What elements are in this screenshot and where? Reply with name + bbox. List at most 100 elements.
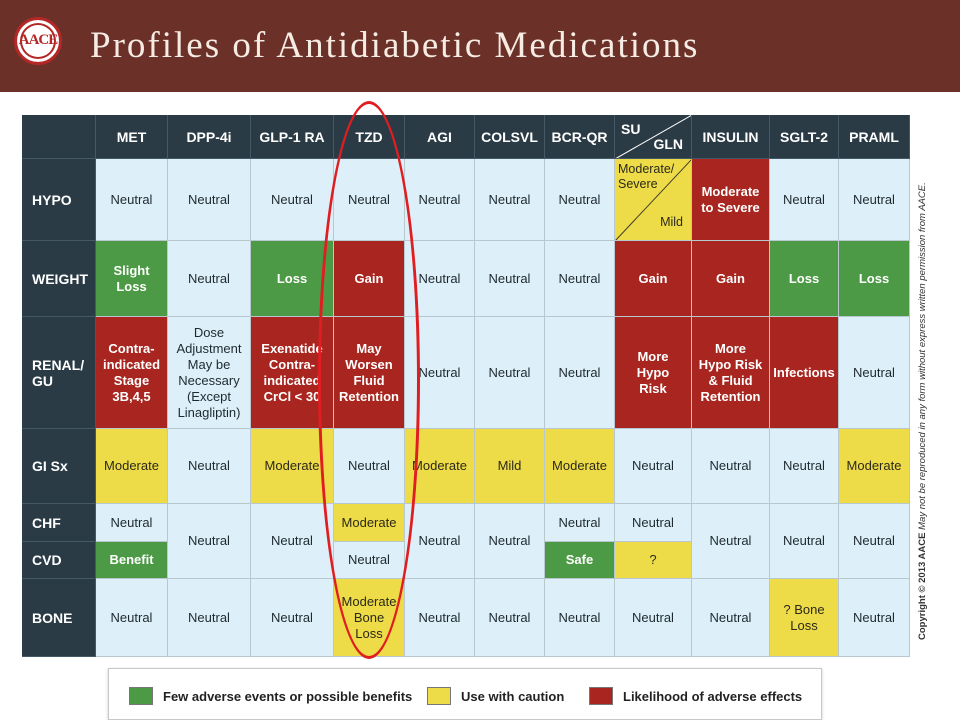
cell-weight-sglt2: Loss [770,241,839,317]
legend-label-red: Likelihood of adverse effects [623,688,803,704]
copyright-notice: Copyright © 2013 AACE May not be reprodu… [917,130,928,640]
cell-weight-tzd: Gain [334,241,405,317]
cell-hypo-bcrqr: Neutral [545,159,615,241]
cell-gi-colsvl: Mild [475,429,545,504]
legend: Few adverse events or possible benefits … [108,668,822,720]
cell-chf-cvd-insulin: Neutral [692,504,770,579]
cell-gi-glp1ra: Moderate [251,429,334,504]
cell-weight-su-gln: Gain [615,241,692,317]
legend-swatch-red [589,687,613,705]
cell-bone-insulin: Neutral [692,579,770,657]
cell-hypo-tzd: Neutral [334,159,405,241]
cell-gi-tzd: Neutral [334,429,405,504]
cell-bone-tzd: Moderate Bone Loss [334,579,405,657]
cell-chf-met: Neutral [96,504,168,542]
cell-renal-met: Contra- indicated Stage 3B,4,5 [96,317,168,429]
copyright-bold: Copyright © 2013 AACE [917,532,928,640]
col-header-insulin: INSULIN [692,115,770,159]
cell-hypo-dpp4i: Neutral [168,159,251,241]
legend-item-yellow: Use with caution [427,687,564,705]
diagonal-divider [615,115,691,158]
col-header-bcrqr: BCR-QR [545,115,615,159]
legend-swatch-green [129,687,153,705]
cell-cvd-tzd: Neutral [334,542,405,579]
cell-gi-dpp4i: Neutral [168,429,251,504]
col-header-su: SU [621,121,641,137]
col-header-praml: PRAML [839,115,910,159]
cell-weight-praml: Loss [839,241,910,317]
cell-gi-bcrqr: Moderate [545,429,615,504]
cell-renal-dpp4i: Dose Adjustment May be Necessary (Except… [168,317,251,429]
row-header-chf: CHF [22,504,96,542]
legend-item-red: Likelihood of adverse effects [589,687,802,705]
cell-chf-tzd: Moderate [334,504,405,542]
cell-weight-bcrqr: Neutral [545,241,615,317]
cell-weight-met: Slight Loss [96,241,168,317]
title-banner: AACE Profiles of Antidiabetic Medication… [0,0,960,92]
cell-gi-su-gln: Neutral [615,429,692,504]
cell-bone-su-gln: Neutral [615,579,692,657]
cell-renal-bcrqr: Neutral [545,317,615,429]
row-header-renal-gu: RENAL/ GU [22,317,96,429]
cell-renal-su-gln: More Hypo Risk [615,317,692,429]
cell-bone-met: Neutral [96,579,168,657]
cell-chf-cvd-sglt2: Neutral [770,504,839,579]
cell-weight-insulin: Gain [692,241,770,317]
col-header-met: MET [96,115,168,159]
page-title: Profiles of Antidiabetic Medications [90,25,700,66]
cell-gi-praml: Moderate [839,429,910,504]
cell-hypo-glp1ra: Neutral [251,159,334,241]
cell-cvd-met: Benefit [96,542,168,579]
cell-chf-cvd-praml: Neutral [839,504,910,579]
cell-bone-dpp4i: Neutral [168,579,251,657]
col-header-su-gln: SU GLN [615,115,692,159]
legend-item-green: Few adverse events or possible benefits [129,687,412,705]
cell-gi-sglt2: Neutral [770,429,839,504]
cell-chf-bcrqr: Neutral [545,504,615,542]
corner-cell [22,115,96,159]
cell-hypo-su: Moderate/ Severe [618,162,675,191]
cell-bone-glp1ra: Neutral [251,579,334,657]
cell-chf-cvd-glp1ra: Neutral [251,504,334,579]
legend-label-yellow: Use with caution [461,688,565,704]
cell-weight-agi: Neutral [405,241,475,317]
logo-text: AACE [18,32,59,48]
row-header-weight: WEIGHT [22,241,96,317]
cell-renal-insulin: More Hypo Risk & Fluid Retention [692,317,770,429]
cell-weight-dpp4i: Neutral [168,241,251,317]
legend-swatch-yellow [427,687,451,705]
copyright-rest: May not be reproduced in any form withou… [917,182,928,530]
cell-renal-colsvl: Neutral [475,317,545,429]
cell-hypo-su-gln: Moderate/ Severe Mild [615,159,692,241]
medication-profile-table: MET DPP-4i GLP-1 RA TZD AGI COLSVL BCR-Q… [22,115,910,657]
cell-hypo-praml: Neutral [839,159,910,241]
cell-hypo-sglt2: Neutral [770,159,839,241]
cell-bone-sglt2: ? Bone Loss [770,579,839,657]
legend-label-green: Few adverse events or possible benefits [163,688,413,704]
cell-hypo-met: Neutral [96,159,168,241]
cell-chf-cvd-agi: Neutral [405,504,475,579]
aace-logo: AACE [14,17,62,65]
row-header-gi-sx: GI Sx [22,429,96,504]
cell-hypo-gln: Mild [660,215,683,229]
cell-chf-su-gln: Neutral [615,504,692,542]
col-header-gln: GLN [653,136,683,152]
cell-hypo-agi: Neutral [405,159,475,241]
cell-chf-cvd-colsvl: Neutral [475,504,545,579]
row-header-bone: BONE [22,579,96,657]
cell-hypo-insulin: Moderate to Severe [692,159,770,241]
row-header-cvd: CVD [22,542,96,579]
col-header-dpp4i: DPP-4i [168,115,251,159]
cell-renal-tzd: May Worsen Fluid Retention [334,317,405,429]
col-header-glp1ra: GLP-1 RA [251,115,334,159]
cell-chf-cvd-dpp4i: Neutral [168,504,251,579]
cell-weight-glp1ra: Loss [251,241,334,317]
row-header-hypo: HYPO [22,159,96,241]
diagonal-divider [615,159,691,240]
cell-renal-glp1ra: Exenatide Contra- indicated CrCl < 30 [251,317,334,429]
cell-gi-agi: Moderate [405,429,475,504]
cell-bone-bcrqr: Neutral [545,579,615,657]
col-header-colsvl: COLSVL [475,115,545,159]
cell-cvd-su-gln: ? [615,542,692,579]
cell-gi-insulin: Neutral [692,429,770,504]
